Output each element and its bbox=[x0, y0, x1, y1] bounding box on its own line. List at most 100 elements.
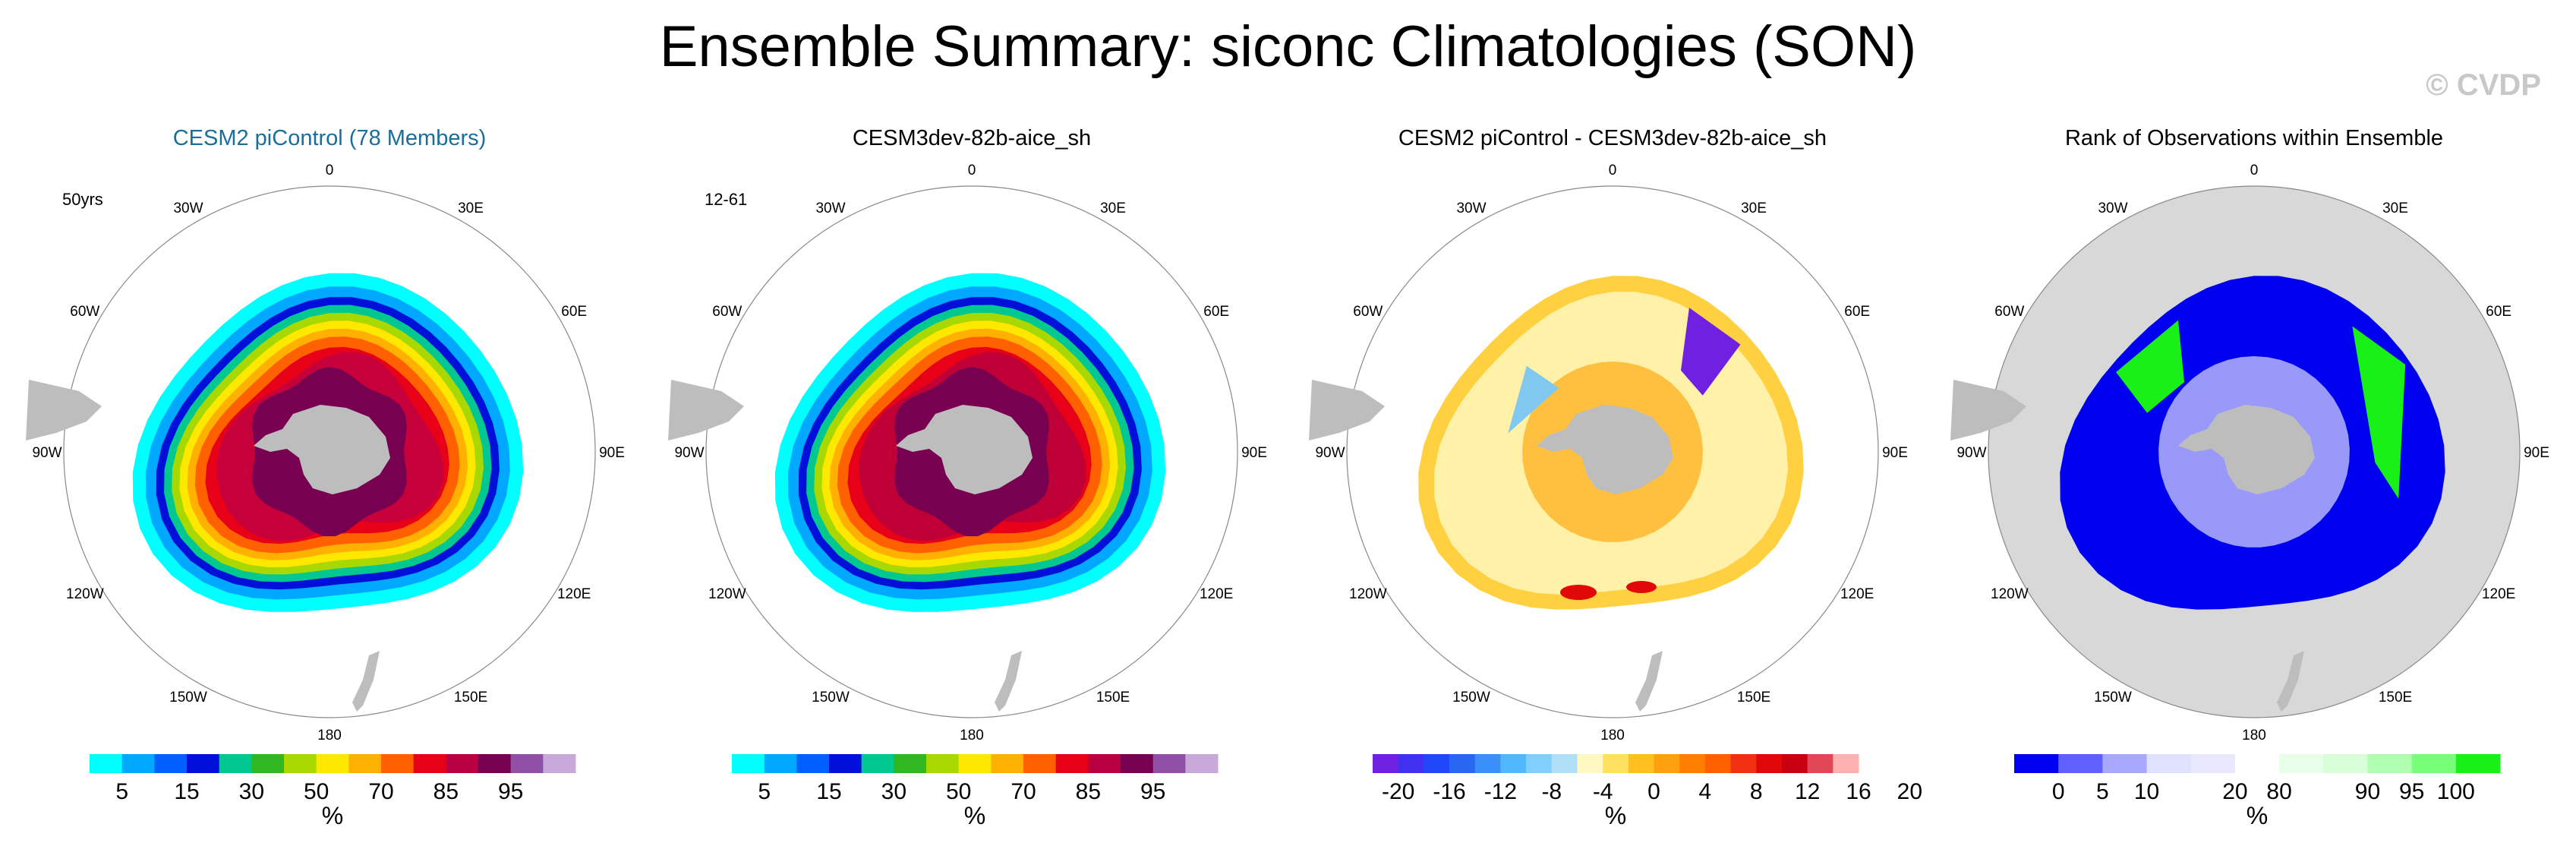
colorbar-tick-label: 4 bbox=[1699, 779, 1712, 804]
colorbar-box bbox=[2190, 754, 2236, 773]
longitude-label: 60W bbox=[1353, 304, 1383, 320]
colorbar-tick-label: 50 bbox=[304, 779, 329, 804]
colorbar-tick-label: 20 bbox=[1897, 779, 1922, 804]
colorbar-box bbox=[2279, 754, 2324, 773]
longitude-label: 0 bbox=[326, 163, 334, 178]
colorbar-tick-label: 95 bbox=[498, 779, 523, 804]
colorbar-box bbox=[510, 754, 544, 773]
longitude-label: 180 bbox=[317, 728, 342, 743]
colorbar-box bbox=[1833, 754, 1859, 773]
longitude-label: 30E bbox=[458, 200, 484, 216]
south-america-land bbox=[668, 380, 744, 440]
colorbar-box bbox=[2411, 754, 2457, 773]
colorbar-box bbox=[1603, 754, 1629, 773]
panel-title: CESM2 piControl - CESM3dev-82b-aice_sh bbox=[1398, 126, 1827, 150]
panel-difference: 0 30E 60E 90E 120E 150E 180 150W 120W 90W 60W 30W C… bbox=[1291, 114, 1934, 846]
colorbar-box bbox=[2102, 754, 2148, 773]
longitude-label: 90E bbox=[2524, 445, 2549, 461]
colorbar-box bbox=[1654, 754, 1680, 773]
colorbar-tick-label: -8 bbox=[1541, 779, 1562, 804]
longitude-label: 150W bbox=[2094, 690, 2132, 706]
new-zealand-land bbox=[352, 651, 380, 712]
longitude-label: 90W bbox=[32, 445, 61, 461]
new-zealand-land bbox=[995, 651, 1022, 712]
longitude-label: 0 bbox=[968, 163, 976, 178]
colorbar-tick-label: 80 bbox=[2266, 779, 2291, 804]
longitude-label: 150E bbox=[1096, 690, 1130, 706]
longitude-label: 30W bbox=[1456, 200, 1486, 216]
colorbar-box bbox=[861, 754, 894, 773]
longitude-label: 150E bbox=[2379, 690, 2412, 706]
colorbar-box bbox=[958, 754, 992, 773]
colorbar: -20 -16 -12 -8 -4 0 4 8 12 16 20% bbox=[1373, 754, 1922, 829]
longitude-label: 150W bbox=[812, 690, 850, 706]
longitude-label: 60W bbox=[712, 304, 742, 320]
colorbar-tick-label: -16 bbox=[1433, 779, 1465, 804]
longitude-label: 120W bbox=[1991, 586, 2029, 602]
colorbar-tick-label: 85 bbox=[434, 779, 459, 804]
colorbar-box bbox=[1551, 754, 1578, 773]
longitude-label: 60E bbox=[561, 304, 587, 320]
colorbar-box bbox=[1088, 754, 1121, 773]
colorbar-tick-label: 30 bbox=[239, 779, 264, 804]
colorbar-box bbox=[1628, 754, 1655, 773]
colorbar-tick-label: 12 bbox=[1795, 779, 1820, 804]
colorbar-tick-label: 15 bbox=[816, 779, 841, 804]
south-america-land bbox=[1309, 380, 1385, 440]
longitude-label: 180 bbox=[960, 728, 984, 743]
longitude-label: 30W bbox=[173, 200, 203, 216]
colorbar: 5 15 30 50 70 85 95% bbox=[732, 754, 1219, 829]
antarctica-land bbox=[254, 405, 390, 494]
colorbar-tick-label: 70 bbox=[368, 779, 393, 804]
longitude-label: 0 bbox=[1609, 163, 1617, 178]
colorbar-tick-label: 5 bbox=[115, 779, 128, 804]
corner-label: 12-61 bbox=[705, 190, 748, 209]
colorbar-unit: % bbox=[1605, 802, 1626, 829]
colorbar-box bbox=[219, 754, 252, 773]
colorbar-box bbox=[732, 754, 765, 773]
panel-title: CESM3dev-82b-aice_sh bbox=[852, 126, 1092, 150]
longitude-label: 60W bbox=[1994, 304, 2024, 320]
south-america-land bbox=[1950, 380, 2026, 440]
new-zealand-land bbox=[1635, 651, 1663, 712]
colorbar-tick-label: 95 bbox=[2399, 779, 2424, 804]
colorbar-box bbox=[478, 754, 512, 773]
colorbar-box bbox=[829, 754, 862, 773]
longitude-label: 120E bbox=[557, 586, 591, 602]
colorbar-box bbox=[2323, 754, 2368, 773]
panel-rank: 0 30E 60E 90E 120E 150E 180 150W 120W 90W 60W 30W R… bbox=[1932, 114, 2576, 846]
rank-field-high bbox=[2116, 320, 2185, 413]
longitude-label: 0 bbox=[2250, 163, 2259, 178]
new-zealand-land bbox=[2277, 651, 2304, 712]
colorbar-box bbox=[90, 754, 123, 773]
colorbar-tick-label: 5 bbox=[758, 779, 771, 804]
colorbar-box bbox=[1121, 754, 1154, 773]
diff-negative-patch bbox=[1680, 308, 1741, 396]
colorbar-box bbox=[1679, 754, 1706, 773]
colorbar-box bbox=[1756, 754, 1783, 773]
longitude-label: 60E bbox=[1203, 304, 1229, 320]
colorbar-box bbox=[764, 754, 797, 773]
south-america-land bbox=[26, 380, 102, 440]
longitude-label: 60E bbox=[1844, 304, 1870, 320]
polar-map: 0 30E 60E 90E 120E 150E 180 150W 120W 90W 60W 30W bbox=[668, 163, 1267, 743]
colorbar-box bbox=[1023, 754, 1057, 773]
colorbar-tick-label: 5 bbox=[2096, 779, 2109, 804]
colorbar-box bbox=[348, 754, 382, 773]
colorbar-box bbox=[1474, 754, 1501, 773]
longitude-label: 90E bbox=[1882, 445, 1908, 461]
longitude-label: 30W bbox=[2098, 200, 2127, 216]
longitude-label: 60E bbox=[2486, 304, 2511, 320]
colorbar-box bbox=[894, 754, 927, 773]
diff-negative-patch bbox=[1508, 365, 1559, 434]
colorbar-box bbox=[1185, 754, 1219, 773]
longitude-label: 30E bbox=[2382, 200, 2408, 216]
colorbar-unit: % bbox=[2247, 802, 2268, 829]
longitude-label: 30W bbox=[815, 200, 845, 216]
corner-label: 50yrs bbox=[62, 190, 103, 209]
colorbar-box bbox=[1500, 754, 1527, 773]
colorbar-box bbox=[2367, 754, 2413, 773]
longitude-label: 150W bbox=[169, 690, 207, 706]
colorbar-tick-label: -12 bbox=[1484, 779, 1517, 804]
colorbar-box bbox=[1055, 754, 1089, 773]
